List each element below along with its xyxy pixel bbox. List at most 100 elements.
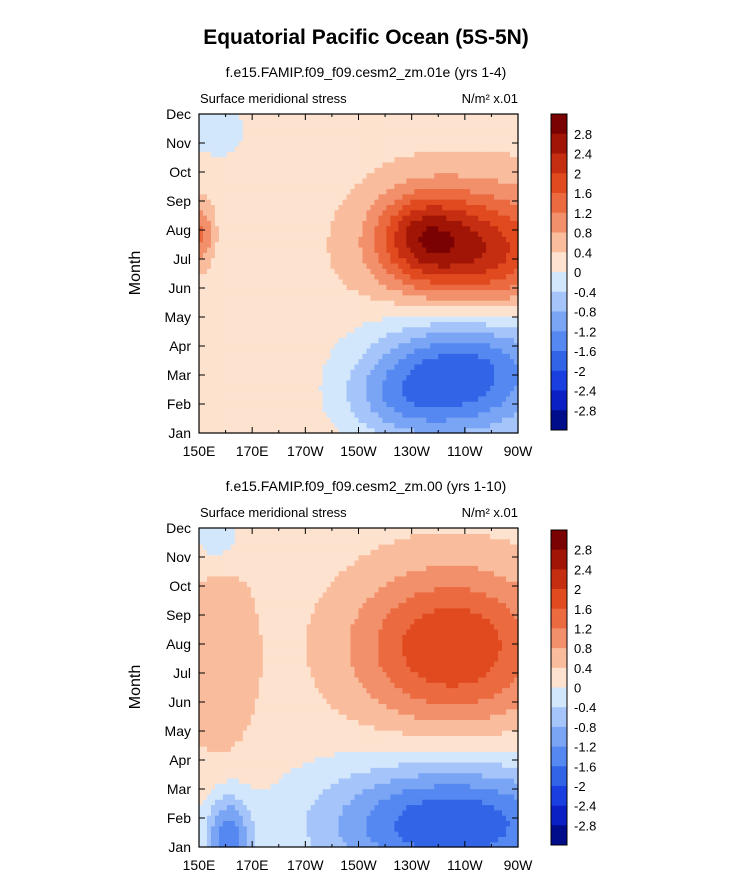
- heatmap-cell: [486, 427, 491, 434]
- heatmap-cell: [290, 156, 296, 163]
- heatmap-cell: [199, 294, 204, 301]
- heatmap-cell: [230, 236, 236, 243]
- heatmap-cell: [406, 326, 411, 333]
- heatmap-cell: [238, 337, 244, 344]
- heatmap-cell: [318, 353, 324, 360]
- heatmap-cell: [410, 161, 415, 168]
- heatmap-cell: [246, 230, 252, 237]
- heatmap-cell: [202, 417, 208, 423]
- heatmap-cell: [310, 268, 316, 275]
- heatmap-cell: [358, 310, 364, 317]
- heatmap-cell: [402, 241, 407, 248]
- heatmap-cell: [246, 342, 252, 349]
- heatmap-cell: [482, 204, 487, 211]
- heatmap-cell: [346, 199, 352, 205]
- heatmap-cell: [402, 140, 407, 147]
- heatmap-cell: [210, 129, 216, 136]
- heatmap-cell: [246, 385, 252, 392]
- heatmap-cell: [402, 374, 407, 381]
- heatmap-cell: [306, 129, 312, 136]
- heatmap-cell: [222, 241, 228, 248]
- heatmap-cell: [378, 209, 384, 216]
- heatmap-cell: [478, 252, 483, 259]
- heatmap-cell: [214, 257, 220, 264]
- heatmap-cell: [266, 252, 272, 259]
- heatmap-cell: [490, 300, 495, 306]
- heatmap-cell: [298, 124, 304, 131]
- heatmap-cell: [498, 172, 503, 179]
- heatmap-cell: [354, 310, 360, 317]
- heatmap-cell: [362, 236, 368, 243]
- heatmap-cell: [262, 331, 268, 338]
- colorbar-label: 2: [574, 166, 581, 181]
- heatmap-cell: [206, 358, 212, 365]
- heatmap-cell: [326, 241, 332, 248]
- heatmap-cell: [226, 390, 232, 397]
- heatmap-cell: [346, 262, 352, 269]
- heatmap-cell: [482, 401, 487, 408]
- heatmap-cell: [394, 342, 399, 349]
- heatmap-cell: [202, 199, 208, 205]
- heatmap-cell: [498, 321, 503, 328]
- heatmap-cell: [362, 379, 368, 386]
- heatmap-cell: [282, 385, 288, 392]
- heatmap-cell: [254, 151, 260, 158]
- heatmap-cell: [402, 193, 407, 200]
- heatmap-cell: [438, 230, 443, 237]
- heatmap-cell: [242, 347, 248, 354]
- heatmap-cell: [246, 331, 252, 338]
- heatmap-cell: [378, 305, 384, 312]
- heatmap-cell: [502, 225, 507, 232]
- heatmap-cell: [470, 411, 475, 418]
- heatmap-cell: [199, 289, 204, 296]
- heatmap-cell: [502, 230, 507, 237]
- heatmap-cell: [258, 417, 264, 423]
- heatmap-cell: [514, 220, 519, 227]
- heatmap-cell: [414, 262, 419, 269]
- heatmap-cell: [446, 342, 451, 349]
- heatmap-cell: [446, 353, 451, 360]
- heatmap-cell: [246, 284, 252, 291]
- heatmap-cell: [378, 417, 384, 423]
- heatmap-cell: [366, 284, 372, 291]
- heatmap-cell: [326, 347, 332, 354]
- heatmap-cell: [338, 294, 344, 301]
- y-tick-label: Apr: [169, 338, 191, 354]
- heatmap-cell: [386, 342, 391, 349]
- heatmap-cell: [446, 167, 451, 174]
- heatmap-cell: [430, 379, 435, 386]
- heatmap-cell: [306, 289, 312, 296]
- heatmap-cell: [266, 369, 272, 376]
- heatmap-cell: [370, 337, 376, 344]
- heatmap-cell: [354, 406, 360, 413]
- heatmap-cell: [202, 145, 208, 152]
- heatmap-cell: [310, 417, 316, 423]
- heatmap-cell: [410, 390, 415, 397]
- heatmap-cell: [338, 358, 344, 365]
- heatmap-cell: [330, 342, 336, 349]
- heatmap-cell: [378, 268, 384, 275]
- heatmap-cell: [226, 385, 232, 392]
- heatmap-cell: [318, 411, 324, 418]
- heatmap-cell: [282, 310, 288, 317]
- heatmap-cell: [410, 427, 415, 434]
- heatmap-cell: [506, 236, 511, 243]
- heatmap-cell: [358, 358, 364, 365]
- heatmap-cell: [366, 337, 372, 344]
- heatmap-cell: [346, 167, 352, 174]
- heatmap-cell: [370, 841, 376, 848]
- heatmap-cell: [250, 395, 256, 402]
- heatmap-cell: [250, 358, 256, 365]
- heatmap-cell: [350, 220, 356, 227]
- heatmap-cell: [498, 135, 503, 142]
- heatmap-cell: [506, 353, 511, 360]
- heatmap-cell: [354, 300, 360, 306]
- heatmap-cell: [350, 124, 356, 131]
- heatmap-cell: [258, 284, 264, 291]
- heatmap-cell: [230, 278, 236, 285]
- heatmap-cell: [202, 358, 208, 365]
- heatmap-cell: [330, 135, 336, 142]
- heatmap-cell: [310, 209, 316, 216]
- heatmap-cell: [226, 401, 232, 408]
- heatmap-cell: [326, 177, 332, 184]
